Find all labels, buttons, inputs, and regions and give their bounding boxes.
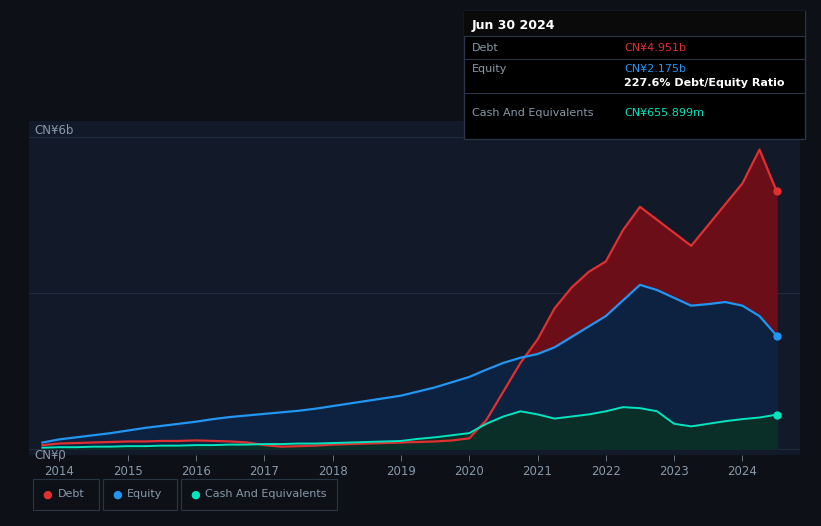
Text: Debt: Debt xyxy=(472,44,499,54)
Text: Equity: Equity xyxy=(472,64,507,74)
Text: Debt: Debt xyxy=(57,489,85,500)
Text: CN¥6b: CN¥6b xyxy=(34,124,74,137)
Text: CN¥4.951b: CN¥4.951b xyxy=(624,44,686,54)
Text: CN¥0: CN¥0 xyxy=(34,449,66,462)
Text: 227.6% Debt/Equity Ratio: 227.6% Debt/Equity Ratio xyxy=(624,78,784,88)
Text: Cash And Equivalents: Cash And Equivalents xyxy=(205,489,327,500)
Text: Equity: Equity xyxy=(127,489,163,500)
Text: CN¥655.899m: CN¥655.899m xyxy=(624,108,704,118)
Text: Jun 30 2024: Jun 30 2024 xyxy=(472,19,556,33)
Text: ●: ● xyxy=(112,489,122,500)
Text: ●: ● xyxy=(43,489,53,500)
Text: Cash And Equivalents: Cash And Equivalents xyxy=(472,108,594,118)
Text: CN¥2.175b: CN¥2.175b xyxy=(624,64,686,74)
Text: ●: ● xyxy=(190,489,200,500)
